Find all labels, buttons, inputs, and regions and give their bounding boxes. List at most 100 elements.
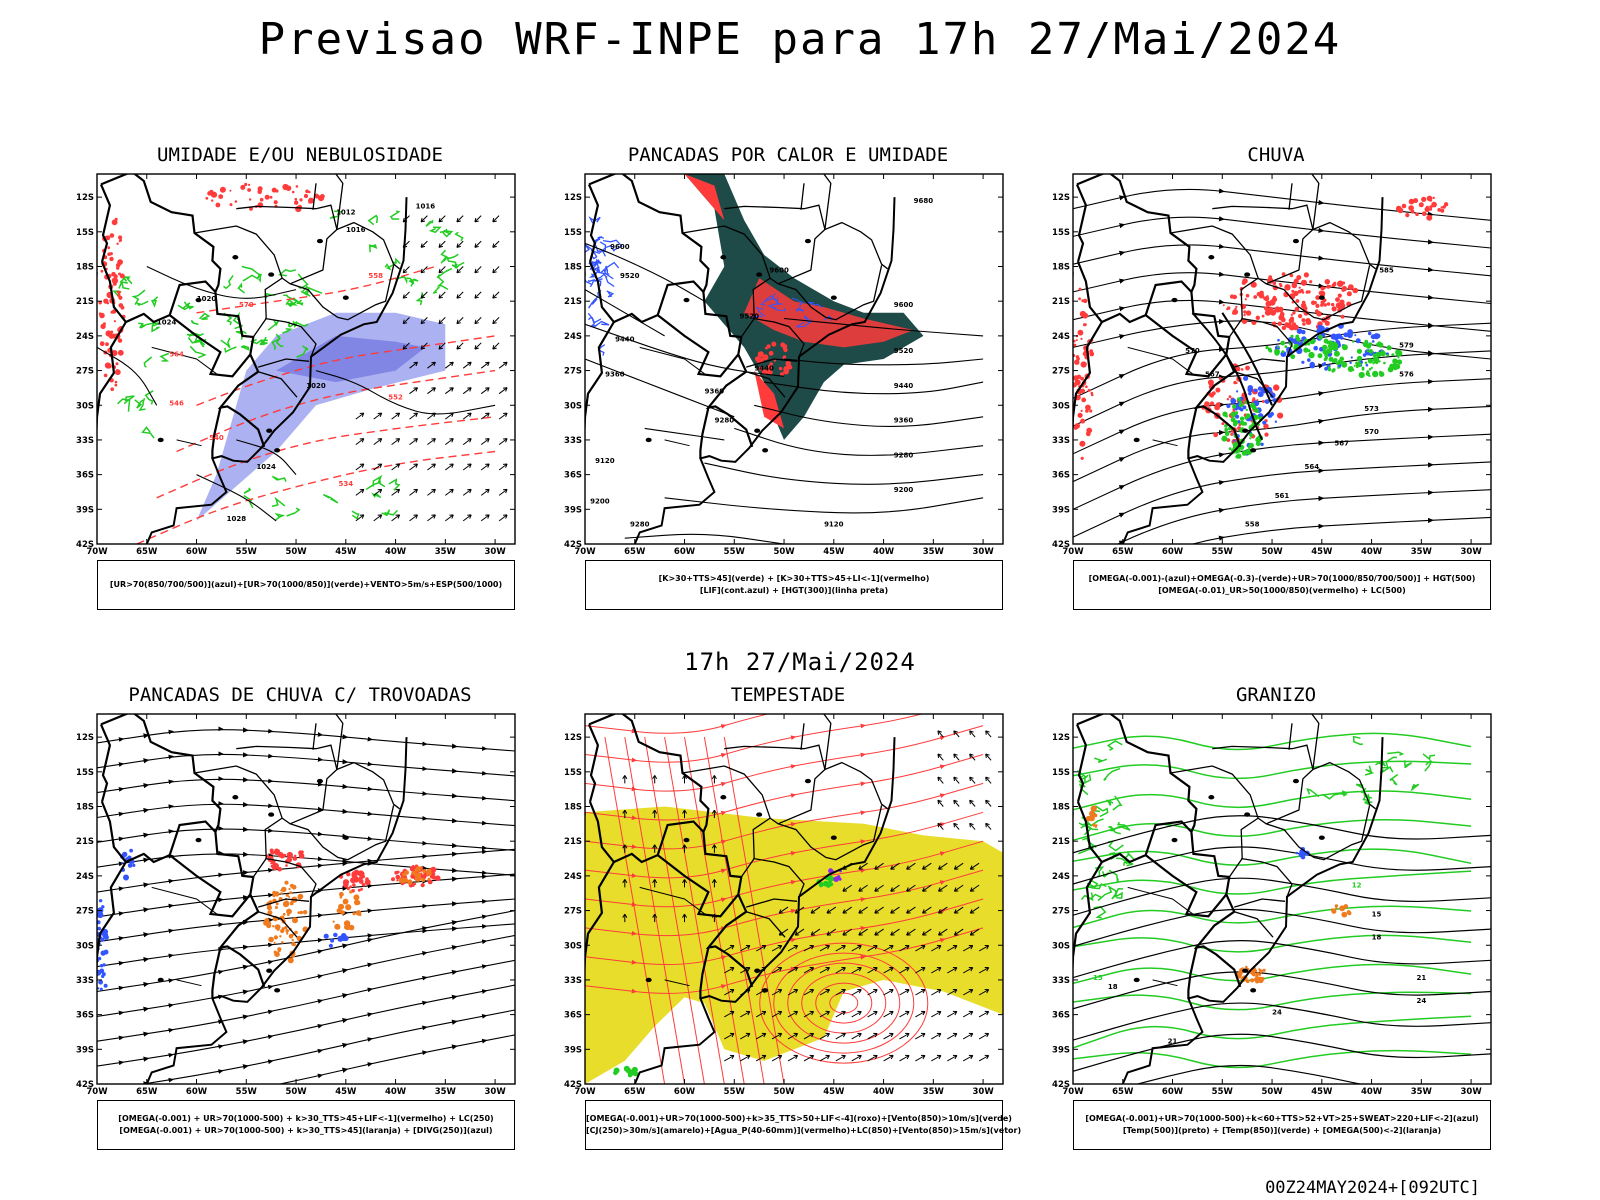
map-frame [584,173,1004,545]
legend-line: [OMEGA(-0.001)+UR>70(1000-500)+k<60+TTS>… [1085,1114,1479,1123]
lat-tick-label: 24S [1052,872,1070,882]
panel-legend: [K>30+TTS>45](verde) + [K>30+TTS>45+LI<-… [585,560,1003,610]
lat-tick-label: 27S [1052,907,1070,917]
lon-tick-label: 30W [972,547,994,557]
geography [585,714,896,1084]
contour-label: 1012 [336,208,356,216]
contour-label: 1016 [416,203,436,211]
lat-tick-label: 24S [564,872,582,882]
lon-tick-label: 65W [136,1087,158,1097]
lat-tick-label: 39S [1052,505,1070,515]
panel-legend: [OMEGA(-0.001) + UR>70(1000-500) + k>30_… [97,1100,515,1150]
geography [1073,714,1384,1084]
lat-tick-label: 30S [564,941,582,951]
lon-tick-label: 60W [1162,1087,1184,1097]
lon-tick-label: 70W [574,1087,596,1097]
lat-tick-label: 39S [76,1045,94,1055]
lon-tick-label: 35W [1411,547,1433,557]
lon-tick-label: 40W [873,1087,895,1097]
contour-label: 9520 [894,347,914,355]
contour-label: 558 [368,272,383,280]
lat-tick-label: 27S [564,907,582,917]
lat-tick-label: 24S [76,332,94,342]
contour-label: 9680 [914,197,934,205]
lon-tick-label: 55W [236,1087,258,1097]
contour-label: 24 [1272,1009,1282,1017]
run-time-label: 00Z24MAY2024+[092UTC] [1265,1178,1480,1198]
lat-tick-label: 27S [1052,367,1070,377]
map-layers [585,174,984,544]
contour-label: 552 [388,393,403,401]
contour-label: 9360 [705,388,725,396]
lon-tick-label: 40W [385,547,407,557]
lat-tick-label: 12S [76,193,94,203]
lon-tick-label: 35W [1411,1087,1433,1097]
lon-tick-label: 40W [1361,1087,1383,1097]
contour-label: 24 [1416,997,1426,1005]
lat-tick-label: 12S [564,733,582,743]
contour-label: 21 [1168,1038,1178,1046]
lat-tick-label: 39S [564,1045,582,1055]
lon-tick-label: 50W [1261,1087,1283,1097]
lon-tick-label: 30W [1460,547,1482,557]
legend-line: [K>30+TTS>45](verde) + [K>30+TTS>45+LI<-… [658,574,930,583]
lat-tick-label: 27S [76,367,94,377]
contour-label: 9600 [769,266,789,274]
lon-tick-label: 50W [773,547,795,557]
contour-label: 12 [1352,881,1362,889]
lon-tick-label: 40W [385,1087,407,1097]
lat-tick-label: 36S [1052,471,1070,481]
lon-tick-label: 35W [923,1087,945,1097]
panel-title: GRANIZO [1235,684,1317,706]
contour-label: 1024 [157,318,177,326]
panel-umidade: UMIDADE E/OU NEBULOSIDADE 12S 15S 18S 21S 24… [75,144,525,624]
panel-legend: [OMEGA(-0.001)+UR>70(1000-500)+k<60+TTS>… [1073,1100,1491,1150]
legend-line: [OMEGA(-0.01)_UR>50(1000/850)(vermelho) … [1158,586,1406,595]
contour-label: 9360 [894,417,914,425]
lat-tick-label: 12S [1052,733,1070,743]
lat-tick-label: 33S [564,976,582,986]
lon-tick-label: 45W [1311,1087,1333,1097]
panel-legend: [OMEGA(-0.001)-(azul)+OMEGA(-0.3)-(verde… [1073,560,1491,610]
contour-label: 1020 [197,295,217,303]
legend-line: [OMEGA(-0.001)-(azul)+OMEGA(-0.3)-(verde… [1088,574,1476,583]
lat-tick-label: 27S [564,367,582,377]
panel-title: CHUVA [1247,144,1305,166]
lon-tick-label: 50W [285,1087,307,1097]
map-layers [585,714,1003,1084]
lon-tick-label: 50W [1261,547,1283,557]
lon-tick-label: 60W [674,547,696,557]
panel-chuva: CHUVA 12S 15S 18S 21S 24S 27S 30S 33S 36S 39S 42S 7… [1051,144,1501,624]
lat-tick-label: 30S [1052,401,1070,411]
contour-label: 579 [1399,341,1414,349]
contour-label: 585 [1379,266,1394,274]
contour-label: 1024 [256,463,276,471]
contour-label: 9360 [605,370,625,378]
contour-label: 18 [1372,933,1382,941]
contour-label: 1028 [227,515,247,523]
lon-tick-label: 45W [335,547,357,557]
panel-title: UMIDADE E/OU NEBULOSIDADE [157,144,443,166]
contour-label: 573 [1364,405,1379,413]
lon-tick-label: 55W [724,547,746,557]
lat-tick-label: 30S [1052,941,1070,951]
lat-tick-label: 12S [76,733,94,743]
lat-tick-label: 36S [1052,1011,1070,1021]
lon-tick-label: 50W [773,1087,795,1097]
panel-legend: [OMEGA(-0.001)+UR>70(1000-500)+k>35_TTS>… [585,1100,1021,1150]
contour-label: 9280 [715,417,735,425]
contour-label: 9440 [894,382,914,390]
lat-tick-label: 30S [564,401,582,411]
lat-tick-label: 24S [564,332,582,342]
lat-tick-label: 39S [76,505,94,515]
geography [585,174,896,544]
geography [1073,174,1384,544]
lat-tick-label: 24S [76,872,94,882]
lon-tick-label: 70W [1062,1087,1084,1097]
map-layers [97,174,508,544]
legend-line: [OMEGA(-0.001) + UR>70(1000-500) + k>30_… [118,1114,494,1123]
valid-time-title: 17h 27/Mai/2024 [684,648,916,676]
lon-tick-label: 45W [335,1087,357,1097]
panel-tempestade: TEMPESTADE 12S 15S 18S 21S 24S 27S 30S 33S 36S 39… [563,684,1021,1164]
